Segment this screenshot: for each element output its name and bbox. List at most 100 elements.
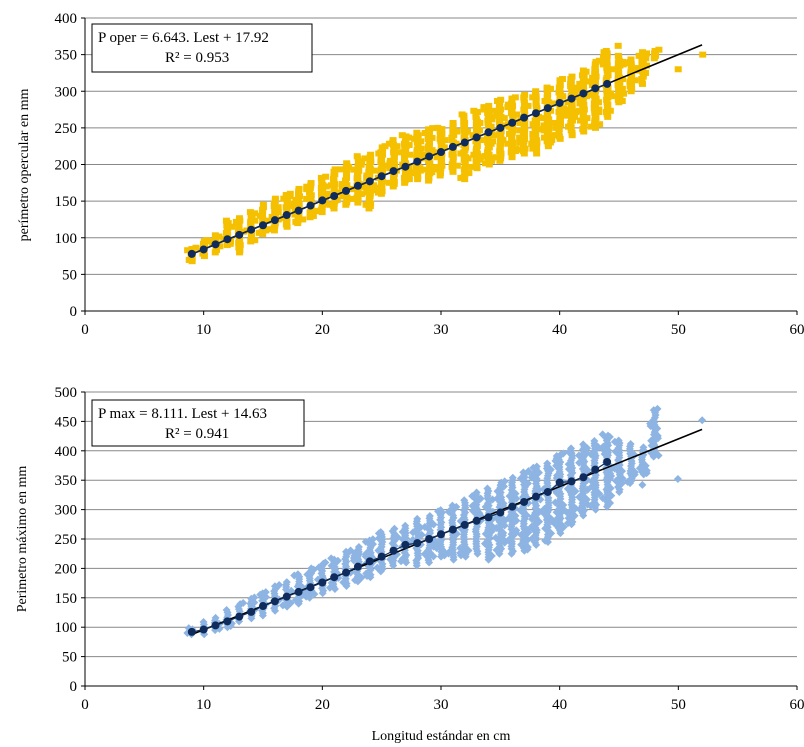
data-point (638, 480, 647, 489)
mean-point (211, 240, 220, 249)
data-point (548, 137, 556, 144)
data-point (381, 143, 389, 150)
data-point (405, 168, 413, 175)
data-point (397, 149, 405, 156)
data-point (353, 153, 361, 160)
mean-point (235, 612, 244, 621)
mean-point (211, 621, 220, 630)
data-point (516, 139, 524, 146)
data-point (261, 588, 270, 597)
data-point (428, 147, 436, 154)
data-point (611, 93, 619, 100)
mean-point (389, 167, 398, 176)
data-point (517, 117, 525, 124)
mean-point (306, 201, 315, 210)
data-point (571, 84, 579, 91)
data-point (184, 247, 192, 254)
mean-point (484, 513, 493, 522)
data-point (299, 216, 307, 223)
data-point (362, 184, 370, 191)
data-point (529, 121, 537, 128)
data-point (488, 113, 496, 120)
data-point (614, 436, 623, 445)
data-point (528, 140, 536, 147)
data-point (331, 166, 339, 173)
data-point (216, 243, 224, 250)
data-point (516, 127, 524, 134)
data-point (587, 91, 595, 98)
mean-point (187, 627, 196, 636)
data-point (211, 232, 219, 239)
data-point (303, 183, 311, 190)
y-tick-label: 0 (70, 304, 78, 320)
data-point (492, 132, 500, 139)
data-point (577, 117, 584, 124)
data-point (317, 174, 325, 181)
data-point (513, 111, 521, 118)
mean-point (531, 492, 540, 501)
data-point (228, 223, 236, 230)
data-point (532, 462, 541, 471)
data-point (398, 132, 406, 139)
x-tick-label: 10 (196, 322, 211, 338)
y-tick-label: 0 (70, 679, 78, 695)
data-point (334, 189, 342, 196)
data-point (627, 56, 635, 63)
tick-labels: 0 50 100 150 200 250 300 350 400 0 10 20 30 40 50 60 (55, 11, 804, 338)
mean-point (520, 497, 529, 506)
data-point (422, 166, 430, 173)
data-point (425, 126, 433, 133)
data-point (483, 484, 492, 493)
data-point (504, 140, 512, 147)
data-point (492, 107, 500, 114)
data-point (619, 58, 627, 65)
data-point (598, 430, 607, 439)
x-tick-label: 50 (671, 322, 686, 338)
y-tick-label: 350 (55, 48, 78, 64)
mean-point (389, 546, 398, 555)
equation-text: P oper = 6.643. Lest + 17.92 (98, 30, 269, 46)
mean-point (555, 478, 564, 487)
mean-point (508, 118, 517, 127)
mean-point (413, 539, 422, 548)
mean-point (448, 525, 457, 534)
data-point (631, 77, 639, 84)
data-point (303, 195, 311, 202)
data-point (385, 179, 393, 186)
mean-point (437, 148, 445, 157)
mean-point (484, 128, 493, 137)
data-point (250, 593, 259, 602)
data-point (472, 488, 481, 497)
data-point (338, 166, 346, 173)
data-point (477, 137, 485, 144)
data-point (489, 138, 497, 145)
data-point (516, 134, 524, 141)
data-point (428, 134, 436, 141)
data-point (590, 437, 599, 445)
data-point (470, 107, 478, 114)
data-point (468, 163, 476, 170)
data-point (381, 162, 389, 169)
data-point (699, 51, 707, 58)
data-point (635, 52, 643, 59)
y-tick-label: 250 (55, 532, 78, 548)
data-point (291, 211, 299, 218)
data-point (567, 444, 576, 453)
data-point (618, 98, 626, 105)
data-point (386, 157, 394, 164)
x-axis-label: Longitud estándar en cm (372, 729, 511, 744)
data-point (500, 477, 509, 486)
data-point (413, 129, 421, 136)
data-point (558, 76, 566, 83)
mean-point (567, 477, 576, 486)
mean-point (365, 557, 374, 566)
equation-text: P max = 8.111. Lest + 14.63 (98, 406, 267, 422)
x-tick-label: 20 (315, 322, 330, 338)
mean-point (270, 597, 279, 606)
mean-point (520, 113, 529, 122)
data-point (239, 228, 247, 235)
data-point (698, 416, 707, 425)
data-point (532, 88, 540, 95)
data-point (651, 47, 659, 54)
data-point (469, 132, 477, 139)
